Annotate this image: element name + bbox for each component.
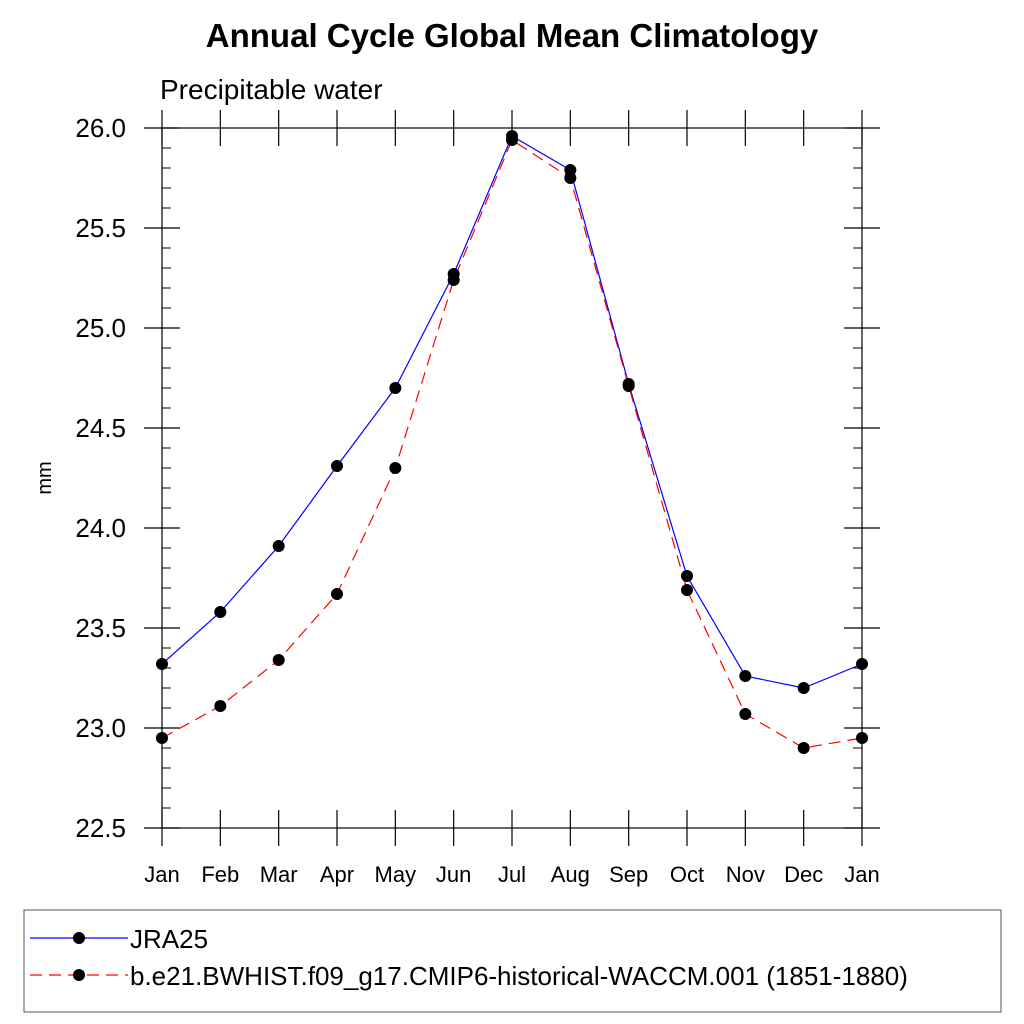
data-point-series-0 [739,670,752,682]
data-point-series-0 [856,658,868,670]
x-tick-label: Mar [260,862,298,887]
y-tick-label: 25.5 [75,213,126,243]
y-tick-label: 24.0 [75,513,126,543]
x-tick-label: Nov [726,862,765,887]
data-point-series-1 [214,700,227,712]
plot-frame [161,127,863,829]
y-tick-label: 24.5 [75,413,126,443]
y-axis-label: mm [34,461,56,494]
x-tick-label: Feb [201,862,239,887]
data-point-series-0 [272,540,285,552]
x-tick-label: May [375,862,417,887]
x-tick-label: Jan [844,862,879,887]
y-tick-label: 26.0 [75,113,126,143]
x-tick-label: Oct [670,862,704,887]
data-point-series-1 [331,588,343,600]
data-point-series-1 [856,732,868,744]
x-tick-label: Dec [784,862,823,887]
data-point-series-1 [681,584,693,596]
data-point-series-1 [797,742,810,754]
x-tick-label: Jul [498,862,526,887]
data-point-series-0 [681,570,693,582]
legend-label-1: b.e21.BWHIST.f09_g17.CMIP6-historical-WA… [130,961,908,991]
y-tick-label: 23.0 [75,713,126,743]
chart-title: Annual Cycle Global Mean Climatology [206,17,819,54]
y-tick-label: 22.5 [75,813,126,843]
x-tick-label: Jun [436,862,471,887]
x-tick-label: Aug [551,862,590,887]
series-layer [156,130,868,754]
legend-box [23,909,1002,1013]
x-tick-label: Jan [144,862,179,887]
data-point-series-1 [272,654,285,666]
data-point-series-1 [506,134,518,146]
y-tick-label: 25.0 [75,313,126,343]
data-point-series-0 [797,682,810,694]
legend-marker-1 [73,969,85,981]
x-tick-label: Apr [320,862,354,887]
legend-marker-0 [73,932,85,944]
data-point-series-0 [156,658,168,670]
data-point-series-1 [389,462,402,474]
data-point-series-1 [447,274,460,286]
x-tick-label: Sep [609,862,648,887]
data-point-series-0 [214,606,227,618]
legend: JRA25 b.e21.BWHIST.f09_g17.CMIP6-historic… [30,924,908,991]
legend-label-0: JRA25 [130,924,208,954]
series-line-1 [161,139,863,749]
x-tick-labels: Jan Feb Mar Apr May Jun Jul Aug Sep Oct Nov Dec Jan [144,862,879,887]
axis-ticks [144,110,880,846]
chart-subtitle: Precipitable water [160,74,383,105]
data-point-series-1 [739,708,752,720]
data-point-series-0 [389,382,402,394]
data-point-series-0 [331,460,343,472]
series-line-0 [161,135,863,689]
y-tick-labels: 22.5 23.0 23.5 24.0 24.5 25.0 25.5 26.0 [75,113,126,843]
data-point-series-1 [564,172,577,184]
y-tick-label: 23.5 [75,613,126,643]
data-point-series-1 [156,732,168,744]
data-point-series-1 [622,380,635,392]
